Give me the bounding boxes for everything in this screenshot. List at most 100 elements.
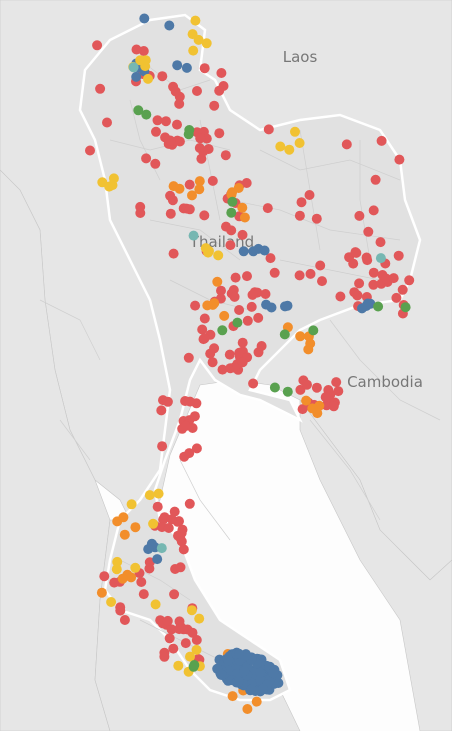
map-point-red[interactable] (164, 633, 175, 644)
data-points[interactable] (85, 13, 415, 715)
map-point-red[interactable] (397, 284, 408, 295)
map-point-yellow[interactable] (187, 29, 198, 40)
map-point-red[interactable] (162, 396, 173, 407)
map-point-yellow[interactable] (106, 597, 117, 607)
map-point-red[interactable] (161, 116, 171, 127)
map-point-green[interactable] (189, 660, 200, 670)
map-point-red[interactable] (178, 544, 189, 555)
map-point-red[interactable] (199, 333, 210, 344)
map-point-yellow[interactable] (108, 173, 119, 184)
map-point-orange[interactable] (219, 310, 230, 321)
map-point-red[interactable] (304, 190, 315, 200)
map-point-yellow[interactable] (290, 126, 300, 137)
map-point-yellow[interactable] (173, 660, 184, 671)
map-point-red[interactable] (119, 615, 130, 625)
map-point-red[interactable] (394, 154, 405, 165)
map-point-red[interactable] (141, 153, 152, 164)
map-point-red[interactable] (183, 352, 194, 363)
map-point-red[interactable] (221, 221, 231, 232)
map-point-yellow[interactable] (150, 599, 161, 610)
map-point-red[interactable] (168, 248, 179, 259)
map-point-red[interactable] (187, 627, 198, 638)
map-point-red[interactable] (262, 203, 273, 214)
map-point-red[interactable] (197, 324, 208, 335)
map-point-yellow[interactable] (97, 177, 108, 188)
map-point-yellow[interactable] (201, 38, 212, 49)
map-point-red[interactable] (184, 448, 195, 459)
map-point-yellow[interactable] (284, 144, 295, 155)
map-point-red[interactable] (263, 124, 274, 135)
map-point-yellow[interactable] (130, 562, 141, 573)
map-point-red[interactable] (165, 190, 176, 201)
map-point-red[interactable] (333, 386, 344, 397)
map-point-red[interactable] (191, 635, 202, 645)
map-point-red[interactable] (328, 401, 339, 412)
map-point-yellow[interactable] (111, 564, 122, 575)
map-point-red[interactable] (294, 210, 305, 221)
map-point-red[interactable] (115, 602, 126, 613)
map-point-red[interactable] (156, 405, 167, 416)
map-point-red[interactable] (191, 443, 202, 454)
map-point-red[interactable] (180, 396, 191, 406)
map-point-red[interactable] (311, 382, 322, 393)
map-point-red[interactable] (187, 423, 198, 433)
map-point-red[interactable] (144, 563, 155, 574)
map-point-green[interactable] (133, 105, 144, 116)
map-point-red[interactable] (237, 229, 248, 240)
map-point-red[interactable] (234, 305, 245, 315)
map-point-red[interactable] (315, 260, 326, 271)
map-point-blue[interactable] (255, 667, 266, 678)
map-point-red[interactable] (216, 285, 226, 296)
map-point-yellow[interactable] (294, 138, 305, 148)
map-point-red[interactable] (404, 275, 415, 286)
map-point-red[interactable] (138, 589, 149, 600)
map-point-red[interactable] (199, 63, 210, 74)
map-point-red[interactable] (176, 536, 187, 547)
map-point-orange[interactable] (251, 696, 262, 707)
map-point-blue[interactable] (181, 62, 192, 73)
map-point-red[interactable] (246, 301, 257, 312)
map-point-blue[interactable] (357, 303, 367, 314)
map-point-red[interactable] (152, 115, 163, 126)
map-point-red[interactable] (335, 291, 346, 302)
map-point-green[interactable] (217, 325, 228, 336)
map-point-red[interactable] (260, 289, 271, 299)
map-point-orange[interactable] (187, 190, 197, 201)
map-point-red[interactable] (354, 210, 365, 221)
map-point-red[interactable] (165, 208, 176, 219)
map-point-red[interactable] (294, 270, 305, 281)
map-point-red[interactable] (341, 139, 352, 150)
map-point-red[interactable] (317, 276, 327, 287)
map-point-yellow[interactable] (153, 488, 164, 499)
map-point-orange[interactable] (227, 691, 238, 702)
map-point-teal[interactable] (156, 543, 167, 554)
map-point-red[interactable] (375, 237, 386, 248)
map-point-red[interactable] (209, 100, 220, 111)
map-point-red[interactable] (207, 357, 218, 368)
map-point-orange[interactable] (301, 395, 312, 406)
map-point-red[interactable] (256, 341, 267, 351)
map-point-red[interactable] (95, 83, 106, 94)
map-point-red[interactable] (320, 392, 331, 403)
map-point-orange[interactable] (242, 704, 253, 714)
map-point-red[interactable] (166, 514, 177, 525)
map-point-blue[interactable] (258, 683, 268, 694)
map-point-red[interactable] (220, 150, 231, 161)
map-point-red[interactable] (99, 571, 110, 582)
map-point-red[interactable] (297, 404, 308, 415)
map-point-red[interactable] (162, 615, 173, 626)
map-point-yellow[interactable] (188, 45, 199, 56)
map-point-red[interactable] (269, 267, 280, 278)
map-point-orange[interactable] (202, 300, 213, 311)
map-point-orange[interactable] (126, 572, 137, 583)
map-point-blue[interactable] (216, 670, 227, 680)
map-point-yellow[interactable] (190, 15, 201, 26)
map-point-green[interactable] (184, 125, 195, 135)
map-point-blue[interactable] (234, 648, 244, 659)
map-point-orange[interactable] (117, 573, 128, 584)
map-point-red[interactable] (368, 205, 379, 216)
map-point-blue[interactable] (268, 668, 279, 678)
map-point-orange[interactable] (119, 529, 130, 540)
map-point-red[interactable] (174, 624, 185, 635)
